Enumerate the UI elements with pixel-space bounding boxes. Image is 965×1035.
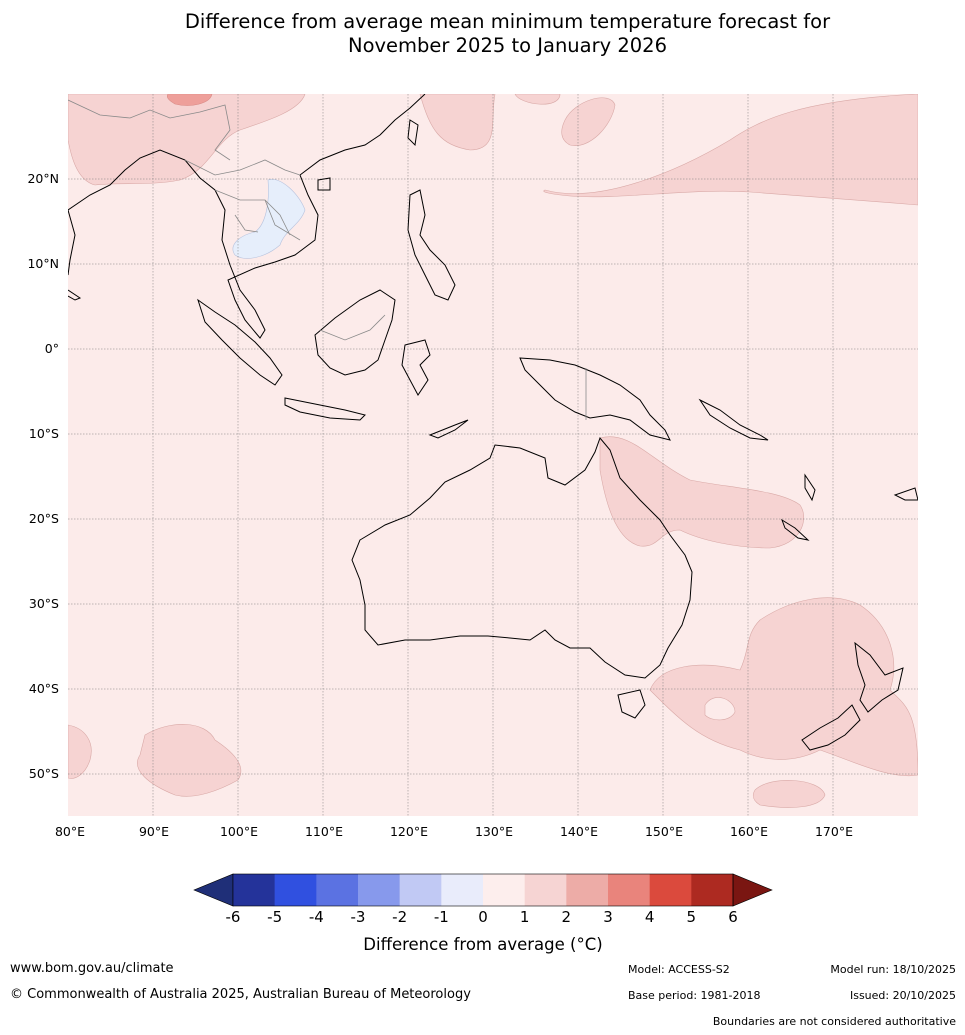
warm-patch-tibet-core (166, 94, 213, 106)
colorbar-label: Difference from average (°C) (363, 935, 602, 954)
vanuatu (804, 473, 816, 502)
taiwan-coast (407, 119, 419, 147)
base-period: Base period: 1981-2018 (628, 989, 761, 1002)
colorbar-segment (691, 874, 734, 906)
warm-patch-southwest-indian (68, 724, 92, 779)
fiji (893, 487, 918, 501)
lat-label-40s: 40°S (29, 681, 59, 696)
lon-label-110e: 110°E (305, 824, 343, 839)
colorbar: -6 -5 -4 -3 -2 -1 0 1 2 3 4 5 6 Difference from aver… (193, 873, 773, 954)
colorbar-segment (358, 874, 400, 906)
java-coast (284, 397, 366, 421)
coastlines (68, 94, 918, 751)
tasmania-coast (617, 689, 646, 719)
sri-lanka-coast (68, 289, 82, 301)
lon-label-120e: 120°E (390, 824, 428, 839)
colorbar-tick-label: 4 (645, 908, 655, 926)
colorbar-segment (274, 874, 317, 906)
graticule (68, 94, 918, 816)
model-name: Model: ACCESS-S2 (628, 963, 730, 976)
colorbar-segment (441, 874, 484, 906)
warm-patch-upper-pacific-2 (561, 97, 616, 146)
model-run-date: Model run: 18/10/2025 (830, 963, 956, 976)
lon-label-150e: 150°E (645, 824, 683, 839)
warm-patch-southern-indian (137, 724, 242, 797)
lon-label-90e: 90°E (139, 824, 169, 839)
title-line-1: Difference from average mean minimum tem… (184, 10, 831, 33)
colorbar-segment (524, 874, 567, 906)
boundaries-note: Boundaries are not considered authoritat… (712, 1015, 956, 1028)
website-link[interactable]: www.bom.gov.au/climate (10, 961, 174, 976)
title-line-2: November 2025 to January 2026 (348, 34, 667, 57)
colorbar-tick-label: -5 (267, 908, 282, 926)
philippines-coast (407, 189, 456, 301)
colorbar-tick-label: -1 (434, 908, 449, 926)
hainan-coast (317, 177, 331, 191)
lon-label-160e: 160°E (730, 824, 768, 839)
warm-patch-upper-pacific (514, 94, 561, 105)
cool-hole-tasman (704, 697, 736, 721)
lat-label-10s: 10°S (29, 426, 59, 441)
lon-label-80e: 80°E (55, 824, 85, 839)
colorbar-segments (233, 874, 734, 906)
colorbar-frame (232, 873, 734, 907)
issued-date: Issued: 20/10/2025 (849, 989, 956, 1002)
lat-label-10n: 10°N (27, 256, 59, 271)
colorbar-tick-label: -4 (309, 908, 324, 926)
southeast-asia-mainland (68, 94, 426, 339)
colorbar-segment (316, 874, 359, 906)
new-zealand-south (801, 704, 861, 751)
colorbar-under-arrow (193, 873, 234, 907)
country-borders (68, 99, 587, 420)
lat-label-20n: 20°N (27, 171, 59, 186)
colorbar-tick-label: 0 (478, 908, 488, 926)
warm-patch-himalaya (68, 94, 306, 186)
colorbar-segment (649, 874, 692, 906)
borneo-coast (314, 289, 396, 376)
lon-label-170e: 170°E (815, 824, 853, 839)
copyright-notice: © Commonwealth of Australia 2025, Austra… (10, 987, 471, 1002)
colorbar-segment (233, 874, 275, 906)
timor (428, 419, 469, 439)
colorbar-over-arrow (732, 873, 773, 907)
colorbar-tick-label: -2 (392, 908, 407, 926)
new-guinea-coast (519, 357, 671, 441)
lat-label-0: 0° (45, 341, 59, 356)
lat-label-20s: 20°S (29, 511, 59, 526)
lat-label-30s: 30°S (29, 596, 59, 611)
cool-patch-indochina (232, 178, 306, 259)
lon-label-140e: 140°E (560, 824, 598, 839)
colorbar-segment (483, 874, 525, 906)
colorbar-tick-label: 1 (520, 908, 530, 926)
new-caledonia (781, 518, 810, 541)
colorbar-segment (566, 874, 609, 906)
lat-label-50s: 50°S (29, 766, 59, 781)
sumatra-coast (197, 298, 283, 386)
lon-label-100e: 100°E (220, 824, 258, 839)
colorbar-tick-label: 2 (562, 908, 572, 926)
anomaly-shading (68, 94, 918, 808)
lon-label-130e: 130°E (475, 824, 513, 839)
india-coast (68, 209, 76, 276)
colorbar-tick-label: 3 (603, 908, 613, 926)
map-title: Difference from average mean minimum tem… (0, 10, 965, 58)
warm-patch-tasman-sea (649, 597, 918, 777)
colorbar-tick-label: 6 (728, 908, 738, 926)
warm-patch-coral-sea (599, 436, 805, 549)
australia-coast (351, 437, 693, 679)
warm-patch-north-pacific (543, 94, 918, 206)
colorbar-segment (608, 874, 650, 906)
colorbar-segment (399, 874, 442, 906)
colorbar-tick-label: -3 (351, 908, 366, 926)
new-zealand-north (854, 641, 904, 713)
colorbar-tick-label: -6 (226, 908, 241, 926)
colorbar-tick-label: 5 (687, 908, 697, 926)
warm-patch-southern-ocean-east (752, 780, 826, 808)
sulawesi-coast (401, 339, 431, 396)
solomon-islands (698, 398, 769, 441)
warm-patch-east-asia (419, 94, 496, 151)
